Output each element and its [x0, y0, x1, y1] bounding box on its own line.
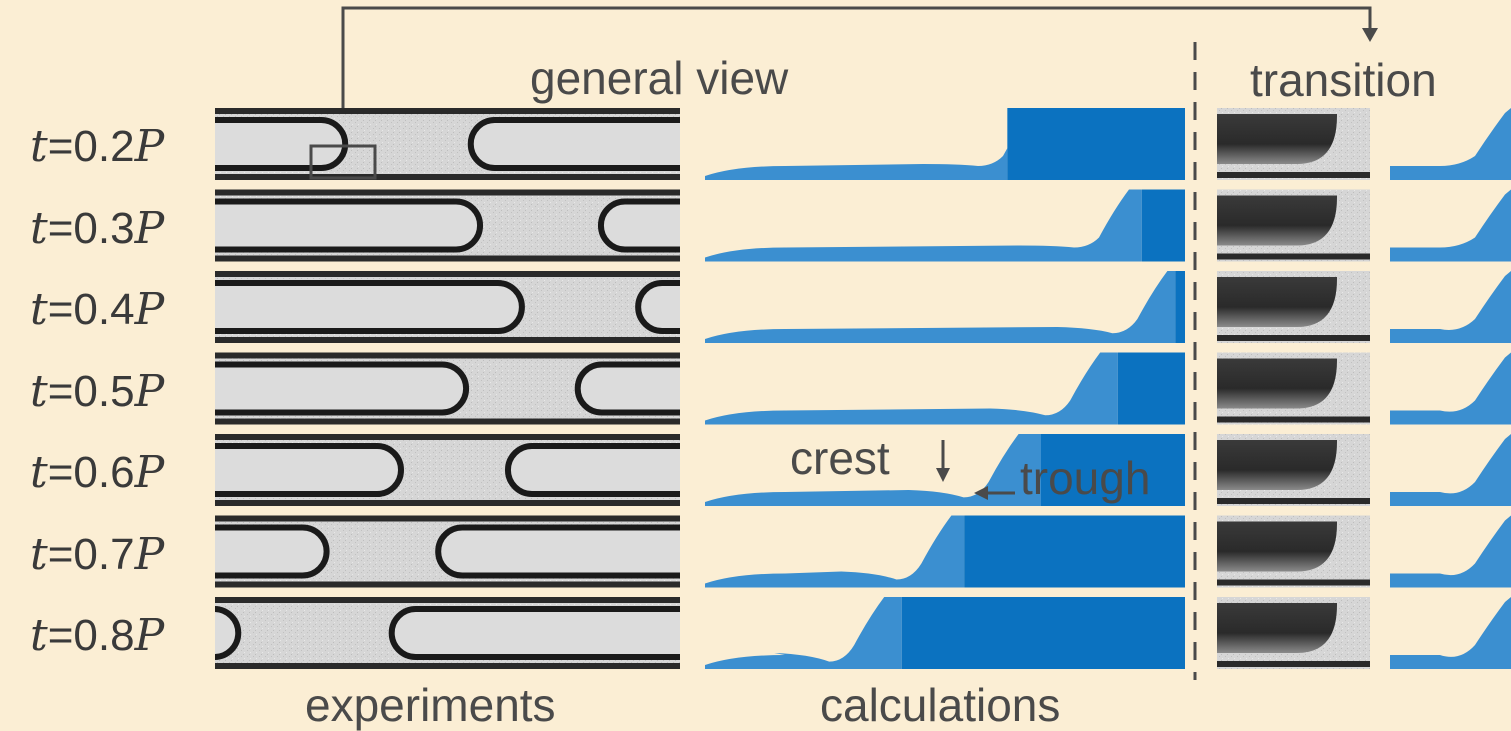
bubble [597, 198, 680, 253]
transition-profile [1390, 434, 1511, 506]
time-label: t=0.5P [30, 366, 164, 416]
equals-sign: = [47, 529, 74, 579]
time-label: t=0.2P [30, 125, 164, 169]
equals-sign: = [47, 285, 74, 334]
time-symbol: t [30, 610, 48, 661]
time-symbol: t [30, 284, 48, 335]
period-symbol: P [134, 365, 165, 417]
inset-box [309, 144, 377, 180]
time-symbol: t [30, 121, 48, 172]
calculation-profile [705, 352, 1185, 425]
bubble [215, 198, 484, 253]
experiment-frame [215, 271, 680, 343]
connector-arrowhead [1362, 28, 1378, 42]
bubble [574, 361, 680, 416]
bubble [435, 524, 680, 579]
bubble [215, 117, 349, 171]
calculation-profile [705, 271, 1185, 343]
transition-thumbnail [1217, 189, 1370, 262]
calculation-profile [705, 189, 1185, 262]
transition-profile [1390, 515, 1511, 588]
calculation-profile [705, 515, 1185, 588]
gas-region [1141, 189, 1185, 262]
time-symbol: t [30, 365, 48, 417]
crest-arrow [936, 440, 950, 482]
experiment-frame [215, 515, 680, 588]
transition-profile [1390, 352, 1511, 425]
gas-region [964, 515, 1185, 588]
transition-thumbnail [1217, 271, 1370, 343]
time-value: 0.4 [73, 285, 135, 334]
period-symbol: P [134, 121, 165, 172]
time-symbol: t [30, 447, 48, 498]
calculation-profile [705, 434, 1185, 506]
experiments-label: experiments [305, 679, 556, 731]
period-symbol: P [134, 284, 165, 335]
experiment-frame [215, 434, 680, 506]
transition-profile [1390, 271, 1511, 343]
time-label: t=0.7P [30, 529, 164, 579]
transition-profile [1390, 108, 1511, 180]
period-symbol: P [134, 528, 165, 580]
period-symbol: P [134, 202, 165, 254]
experiment-frame [215, 352, 680, 425]
transition-thumbnail [1217, 515, 1370, 588]
gas-region [1175, 271, 1185, 343]
transition-thumbnail [1217, 434, 1370, 506]
time-value: 0.7 [73, 529, 135, 579]
transition-label: transition [1250, 54, 1437, 106]
calculation-profile [705, 108, 1185, 180]
time-symbol: t [30, 202, 48, 254]
time-label: t=0.8P [30, 614, 164, 658]
trough-arrow [974, 486, 1015, 500]
gas-region [901, 597, 1185, 669]
time-label: t=0.6P [30, 451, 164, 495]
equals-sign: = [47, 611, 74, 660]
transition-profile [1390, 189, 1511, 262]
bubble [388, 606, 680, 660]
time-value: 0.8 [73, 611, 135, 660]
general-view-label: general view [530, 52, 789, 104]
gas-region [1007, 108, 1185, 180]
experiment-frame [215, 597, 680, 669]
equals-sign: = [47, 203, 74, 253]
bubble [215, 280, 525, 334]
period-symbol: P [134, 610, 165, 661]
bubble [215, 443, 404, 497]
bubble [215, 524, 330, 579]
equals-sign: = [47, 448, 74, 497]
time-value: 0.3 [73, 203, 135, 253]
period-symbol: P [134, 447, 165, 498]
time-value: 0.6 [73, 448, 135, 497]
transition-thumbnail [1217, 352, 1370, 425]
bubble [635, 280, 680, 334]
experiment-frame [215, 108, 680, 180]
transition-profile [1390, 597, 1511, 669]
calculations-label: calculations [820, 679, 1061, 731]
experiment-frame [215, 189, 680, 262]
time-symbol: t [30, 528, 48, 580]
time-label: t=0.3P [30, 203, 164, 253]
time-label: t=0.4P [30, 288, 164, 332]
gas-region [1117, 352, 1185, 425]
crest-label: crest [790, 432, 890, 484]
bubble [504, 443, 680, 497]
equals-sign: = [47, 122, 74, 171]
bubble [467, 117, 680, 171]
bubble [215, 606, 242, 660]
calculation-profile [705, 597, 1185, 669]
transition-thumbnail [1217, 108, 1370, 180]
gas-region [1041, 434, 1185, 506]
time-value: 0.5 [73, 366, 135, 416]
bubble [215, 361, 470, 416]
transition-thumbnail [1217, 597, 1370, 669]
trough-label: trough [1020, 452, 1151, 504]
time-value: 0.2 [73, 122, 135, 171]
equals-sign: = [47, 366, 74, 416]
connector-arrow [341, 6, 1372, 150]
